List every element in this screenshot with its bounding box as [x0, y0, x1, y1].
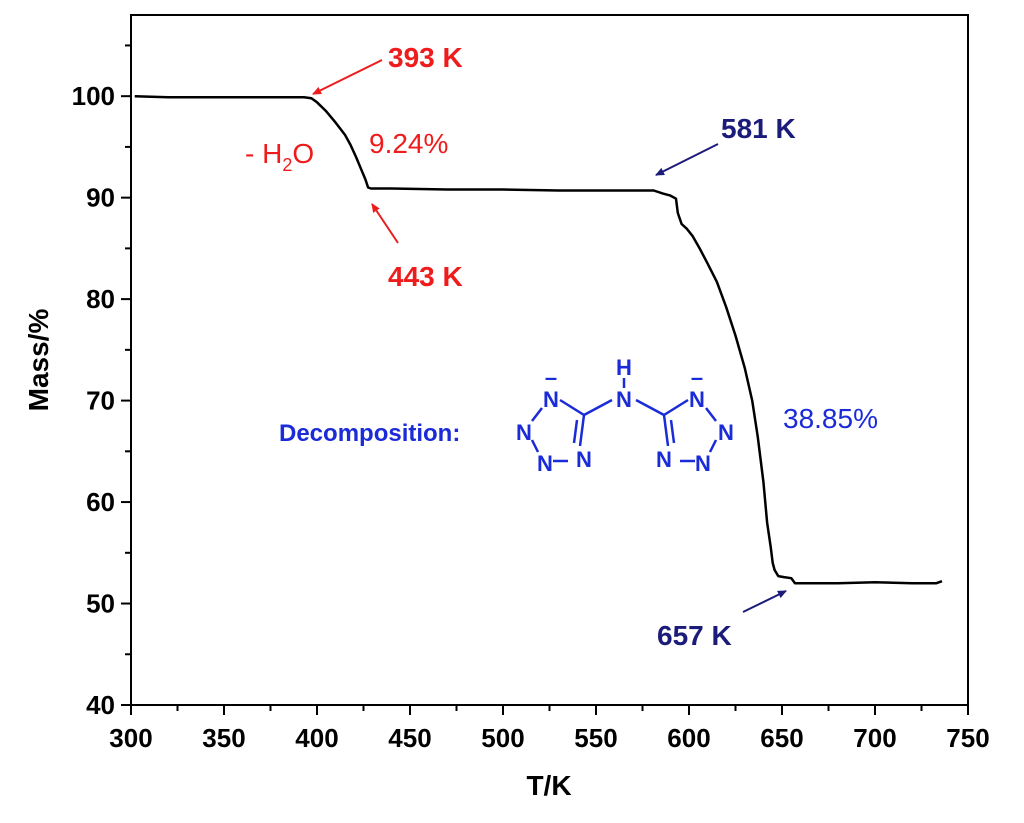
x-tick-label: 500 [481, 723, 524, 753]
y-tick-label: 60 [86, 487, 115, 517]
bridge-h: H [616, 355, 632, 380]
plot-frame [130, 14, 969, 706]
right-ring-n3: N [695, 451, 711, 476]
y-tick-label: 50 [86, 589, 115, 619]
left-ring-n2: N [516, 420, 532, 445]
axis-tick-labels: 300 350 400 450 500 550 600 650 700 750 40 50 60 70 80… [72, 81, 990, 753]
onset1-label: 393 K [388, 42, 463, 73]
x-tick-label: 600 [667, 723, 710, 753]
left-ring-n1: N [543, 387, 559, 412]
end2-label: 657 K [657, 620, 732, 651]
right-ring-n2: N [718, 420, 734, 445]
bis-tetrazolylamine-structure: N – N N N H N N – N N N [516, 355, 734, 476]
x-tick-label: 750 [946, 723, 989, 753]
onset2-arrow [655, 143, 719, 176]
right-ring-n1: N [689, 387, 705, 412]
x-axis-title: T/K [526, 770, 571, 801]
left-ring-n1-charge: – [545, 365, 557, 390]
step2-loss: 38.85% [783, 403, 878, 434]
y-tick-label: 40 [86, 690, 115, 720]
y-tick-label: 80 [86, 284, 115, 314]
end2-arrow [742, 590, 787, 613]
x-tick-label: 400 [295, 723, 338, 753]
step1-loss: 9.24% [369, 128, 448, 159]
axis-ticks [121, 44, 969, 715]
onset2-label: 581 K [721, 113, 796, 144]
right-ring-n4: N [656, 447, 672, 472]
end1-label: 443 K [388, 261, 463, 292]
y-axis-title: Mass/% [23, 309, 54, 412]
x-tick-label: 350 [202, 723, 245, 753]
x-tick-label: 300 [109, 723, 152, 753]
x-tick-label: 650 [760, 723, 803, 753]
left-ring-n3: N [537, 451, 553, 476]
y-tick-label: 100 [72, 81, 115, 111]
bridge-n: N [616, 387, 632, 412]
x-tick-label: 550 [574, 723, 617, 753]
x-tick-label: 700 [853, 723, 896, 753]
x-tick-label: 450 [388, 723, 431, 753]
onset1-arrow [312, 59, 383, 95]
right-ring-n1-charge: – [691, 365, 703, 390]
tg-curve [134, 94, 943, 585]
left-ring-n4: N [576, 447, 592, 472]
y-tick-label: 70 [86, 386, 115, 416]
decomposition-label: Decomposition: [279, 420, 460, 447]
y-tick-label: 90 [86, 183, 115, 213]
end1-arrow [371, 203, 399, 244]
step1-species: - H2O [245, 138, 314, 175]
